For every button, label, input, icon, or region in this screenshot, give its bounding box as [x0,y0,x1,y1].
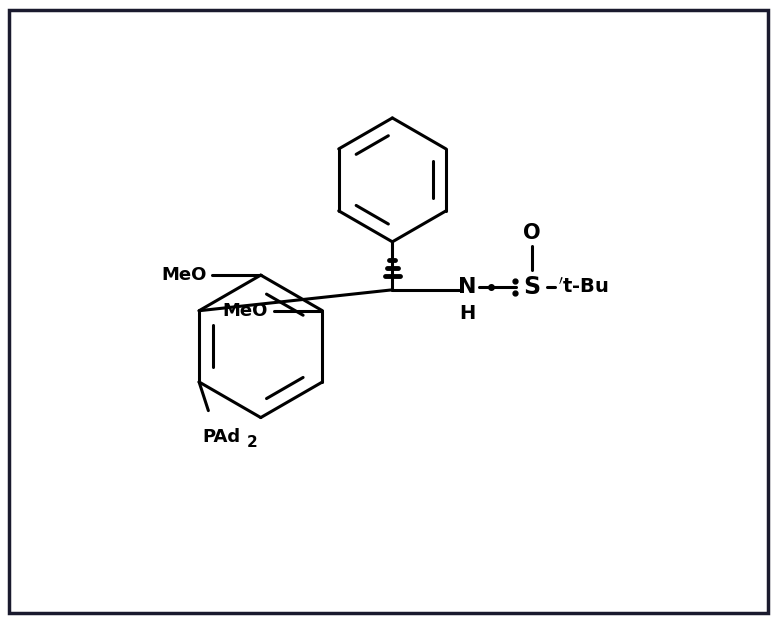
Text: S: S [523,275,540,298]
Text: $'$t-Bu: $'$t-Bu [558,277,609,297]
Text: MeO: MeO [161,266,207,284]
Text: O: O [523,222,541,242]
Text: PAd: PAd [202,429,240,447]
Text: MeO: MeO [223,302,268,320]
Text: 2: 2 [247,435,258,450]
Text: N: N [458,277,477,297]
Text: H: H [459,303,476,323]
